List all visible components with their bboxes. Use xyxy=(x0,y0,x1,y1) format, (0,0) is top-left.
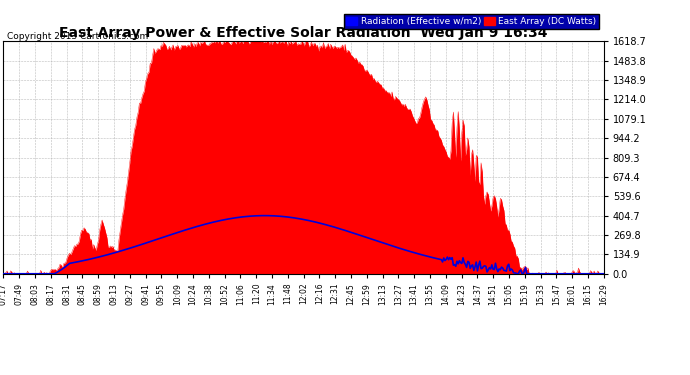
Title: East Array Power & Effective Solar Radiation  Wed Jan 9 16:34: East Array Power & Effective Solar Radia… xyxy=(59,26,548,40)
Text: Copyright 2013 Cartronics.com: Copyright 2013 Cartronics.com xyxy=(7,32,148,41)
Legend: Radiation (Effective w/m2), East Array (DC Watts): Radiation (Effective w/m2), East Array (… xyxy=(344,14,599,29)
